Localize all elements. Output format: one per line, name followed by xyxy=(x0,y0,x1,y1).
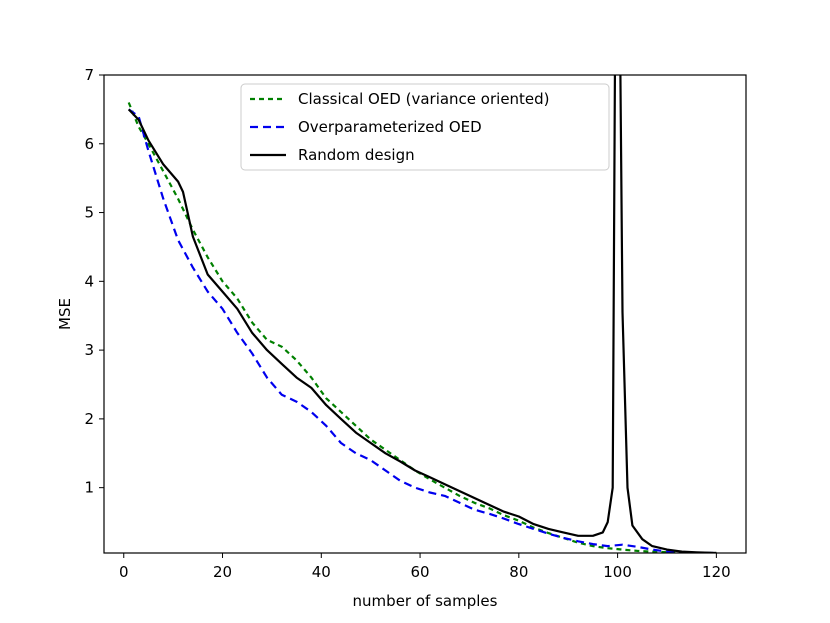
legend-label-2: Overparameterized OED xyxy=(298,118,482,136)
y-tick-label: 2 xyxy=(84,410,94,428)
y-axis: 1 2 3 4 5 6 7 xyxy=(84,66,104,497)
legend-label-1: Classical OED (variance oriented) xyxy=(298,90,550,108)
series-line-3 xyxy=(127,75,717,553)
x-tick-label: 100 xyxy=(603,563,632,581)
x-tick-label: 40 xyxy=(312,563,331,581)
x-axis-label: number of samples xyxy=(353,592,498,610)
y-tick-label: 7 xyxy=(84,66,94,84)
x-tick-label: 60 xyxy=(411,563,430,581)
series-line-1 xyxy=(127,102,717,553)
y-axis-label: MSE xyxy=(56,298,74,330)
y-tick-label: 6 xyxy=(84,135,94,153)
y-tick-label: 3 xyxy=(84,341,94,359)
series-layer xyxy=(127,75,717,553)
x-tick-label: 120 xyxy=(702,563,731,581)
x-tick-label: 80 xyxy=(509,563,528,581)
x-tick-label: 0 xyxy=(119,563,129,581)
plot-frame xyxy=(103,74,747,554)
legend-label-3: Random design xyxy=(298,146,415,164)
x-axis: 0 20 40 60 80 100 120 xyxy=(119,553,731,581)
legend: Classical OED (variance oriented) Overpar… xyxy=(240,83,610,171)
y-tick-label: 1 xyxy=(84,479,94,497)
x-tick-label: 20 xyxy=(213,563,232,581)
y-tick-label: 4 xyxy=(84,272,94,290)
legend-box xyxy=(240,83,610,171)
y-tick-label: 5 xyxy=(84,204,94,222)
